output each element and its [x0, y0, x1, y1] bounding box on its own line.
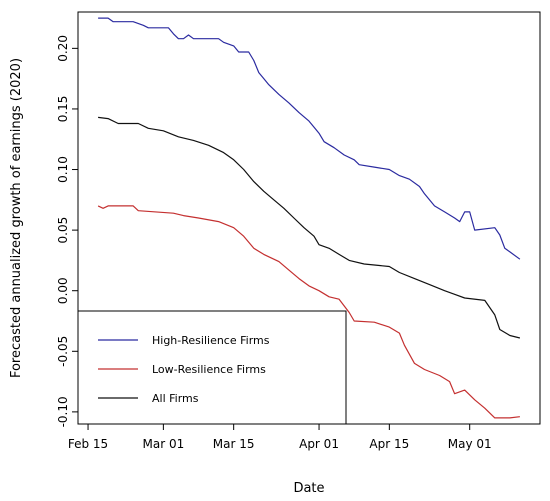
- legend-label-all-firms: All Firms: [152, 392, 199, 405]
- x-tick-label: Apr 15: [369, 437, 409, 451]
- x-tick-label: May 01: [448, 437, 492, 451]
- y-tick-label: 0.00: [56, 277, 70, 304]
- series-line-all-firms: [98, 116, 521, 339]
- y-tick-label: -0.10: [56, 396, 70, 427]
- legend-label-low-resilience: Low-Resilience Firms: [152, 363, 266, 376]
- y-tick-label: 0.05: [56, 217, 70, 244]
- y-tick-label: 0.15: [56, 96, 70, 123]
- y-axis: 0.20 0.15 0.10 0.05 0.00 -0.05 -0.10: [56, 35, 78, 427]
- x-tick-label: Feb 15: [68, 437, 108, 451]
- x-axis-title: Date: [293, 481, 324, 496]
- x-tick-label: Mar 15: [213, 437, 255, 451]
- x-tick-label: Mar 01: [143, 437, 185, 451]
- y-tick-label: 0.20: [56, 35, 70, 62]
- y-tick-label: -0.05: [56, 336, 70, 367]
- y-tick-label: 0.10: [56, 156, 70, 183]
- series-layer: [97, 17, 521, 419]
- legend-label-high-resilience: High-Resilience Firms: [152, 334, 270, 347]
- legend-box: [77, 310, 347, 425]
- series-line-high-resilience: [98, 17, 521, 260]
- x-axis: Feb 15 Mar 01 Mar 15 Apr 01 Apr 15 May 01: [68, 424, 492, 451]
- x-tick-label: Apr 01: [299, 437, 339, 451]
- legend: High-Resilience Firms Low-Resilience Fir…: [77, 310, 347, 425]
- series-line-low-resilience: [97, 205, 520, 419]
- y-axis-title: Forecasted annualized growth of earnings…: [9, 58, 24, 378]
